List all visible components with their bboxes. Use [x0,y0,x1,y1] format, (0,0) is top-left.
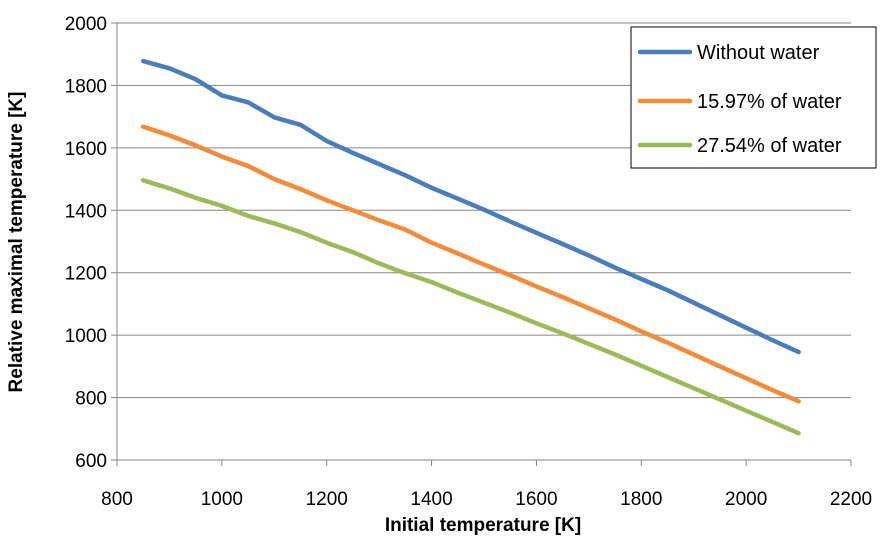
y-axis-title: Relative maximal temperature [K] [6,92,27,393]
y-tick-label: 1200 [65,264,107,285]
x-tick-label: 1600 [515,489,557,510]
y-tick-label: 1000 [65,326,107,347]
y-tick-label: 800 [75,389,107,410]
x-tick-label: 2000 [725,489,767,510]
y-tick-label: 1400 [65,201,107,222]
x-tick-label: 800 [101,489,133,510]
legend: Without water 15.97% of water 27.54% of wa… [630,26,877,169]
x-tick-label: 2200 [830,489,872,510]
x-tick-label: 1200 [306,489,348,510]
series-line-2 [140,124,801,404]
legend-label: 27.54% of water [697,135,842,157]
series-lines [140,58,801,436]
x-tick-labels: 800 1000 1200 1400 1600 1800 2000 2200 [101,489,872,510]
y-tick-label: 600 [75,451,107,472]
x-tick-label: 1000 [201,489,243,510]
x-axis-title: Initial temperature [K] [385,515,581,536]
series-line-3 [140,178,801,436]
x-tick-label: 1400 [410,489,452,510]
axes [111,22,852,466]
legend-label: Without water [697,42,820,64]
series-line-1 [140,58,801,355]
y-tick-labels: 600 800 1000 1200 1400 1600 1800 2000 [65,14,107,472]
y-tick-label: 2000 [65,14,107,35]
y-tick-label: 1600 [65,139,107,160]
legend-label: 15.97% of water [697,91,842,113]
y-tick-label: 1800 [65,76,107,97]
x-tick-label: 1800 [620,489,662,510]
